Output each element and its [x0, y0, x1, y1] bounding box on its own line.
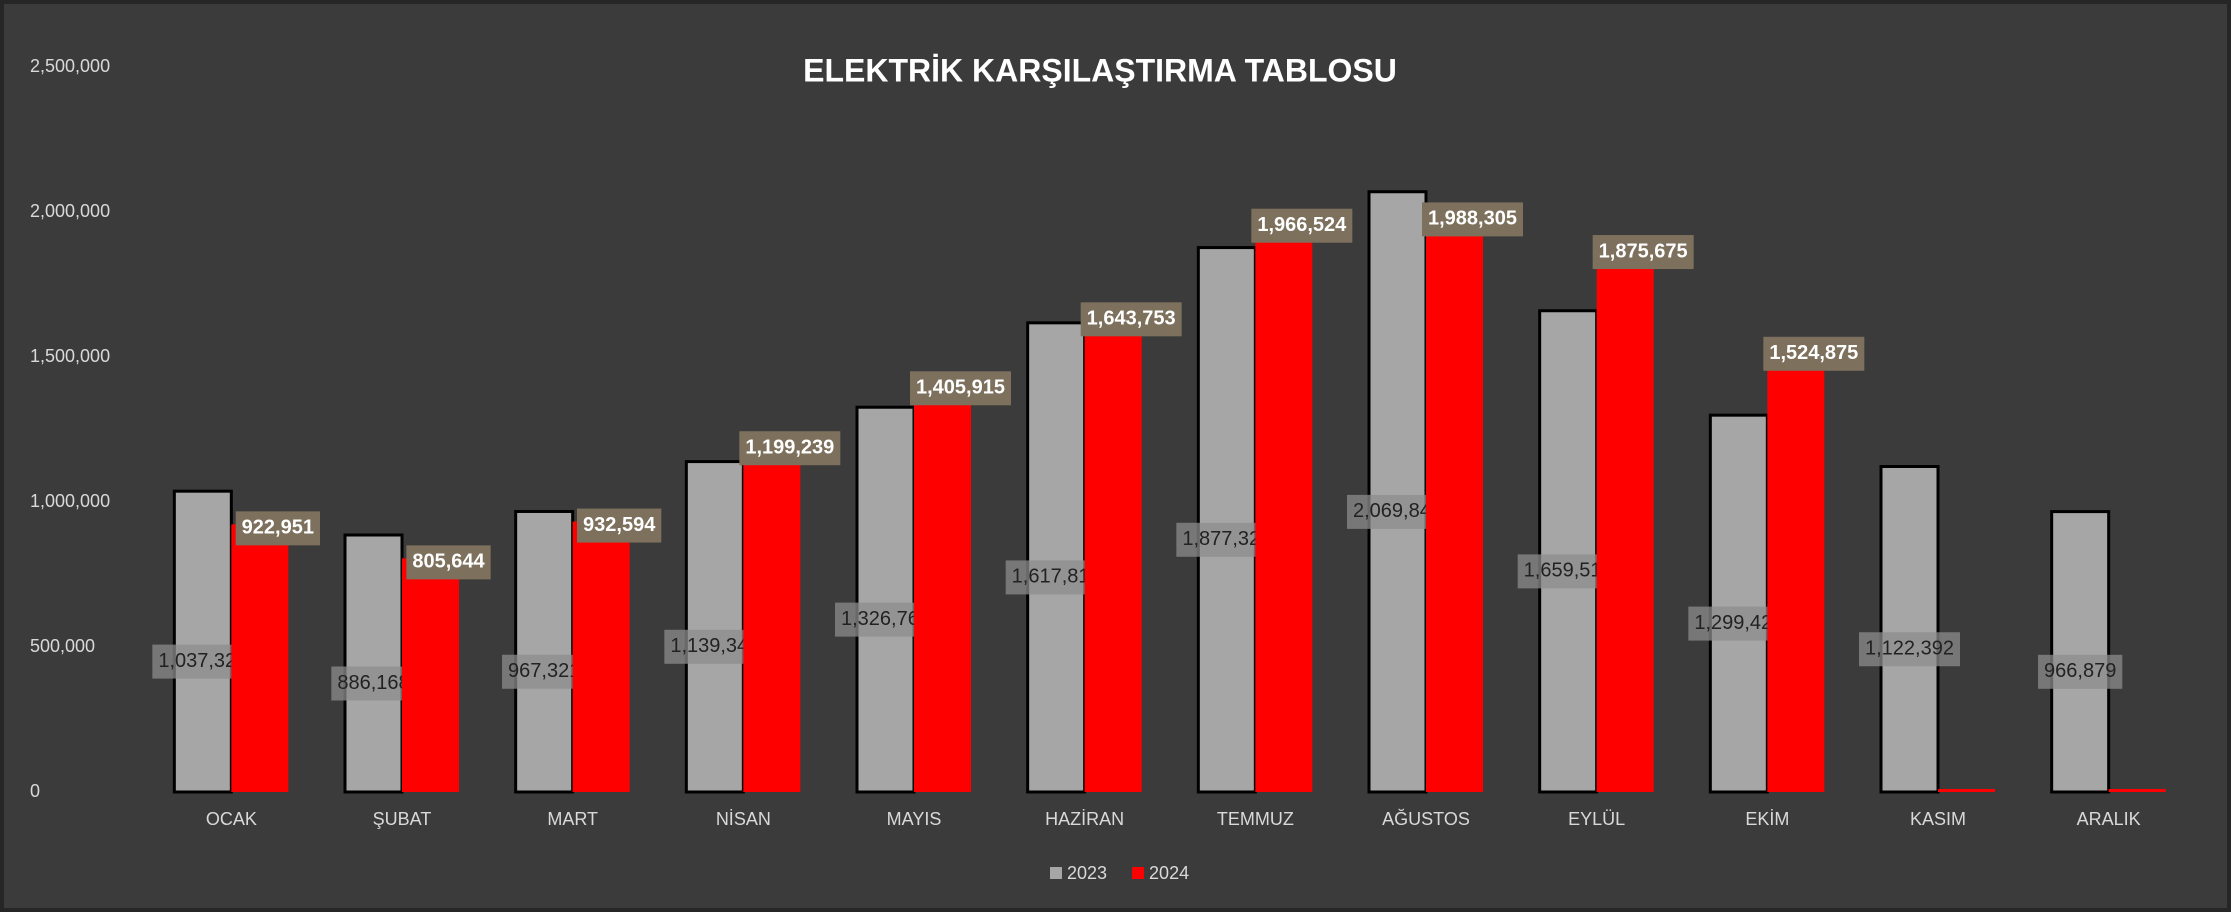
- data-label-box: [1251, 208, 1353, 243]
- data-label: 1,037,328: [158, 650, 247, 672]
- bar: [2108, 789, 2166, 792]
- data-label: 1,617,812: [1012, 566, 1101, 588]
- bar: [402, 558, 459, 792]
- data-label: 1,966,524: [1257, 214, 1347, 236]
- data-label-box: [406, 545, 491, 580]
- y-tick-label: 2,000,000: [30, 201, 110, 221]
- data-label: 1,877,329: [1182, 528, 1271, 550]
- x-tick-label: KASIM: [1910, 809, 1966, 829]
- bar: [743, 444, 801, 792]
- y-tick-label: 500,000: [30, 636, 95, 656]
- data-label: 932,594: [583, 514, 656, 536]
- data-label-box: [502, 654, 587, 689]
- chart-title: ELEKTRİK KARŞILAŞTIRMA TABLOSU: [803, 52, 1397, 88]
- data-label-box: [1859, 632, 1960, 667]
- bar: [684, 460, 745, 794]
- bar: [231, 524, 289, 792]
- bar: [2050, 510, 2111, 794]
- legend-swatch: [1132, 867, 1145, 879]
- data-label: 1,875,675: [1599, 240, 1688, 262]
- bar: [914, 384, 971, 792]
- bar: [1538, 309, 1599, 794]
- data-label: 966,879: [2044, 660, 2116, 682]
- data-label: 1,199,239: [745, 437, 834, 459]
- data-label: 1,405,915: [916, 377, 1005, 399]
- y-tick-label: 1,000,000: [30, 491, 110, 511]
- data-label: 1,988,305: [1428, 208, 1517, 230]
- bar: [1367, 190, 1428, 794]
- data-label-box: [331, 666, 416, 701]
- legend-label: 2023: [1067, 863, 1107, 883]
- data-label: 1,326,768: [841, 608, 930, 630]
- data-label-box: [739, 431, 841, 466]
- data-label-box: [2038, 654, 2123, 689]
- x-tick-label: MAYIS: [887, 809, 942, 829]
- bar: [1196, 246, 1257, 794]
- data-label: 1,659,518: [1524, 560, 1613, 582]
- data-label: 1,524,875: [1769, 342, 1858, 364]
- data-label: 886,168: [337, 672, 409, 694]
- y-tick-label: 2,500,000: [30, 56, 110, 76]
- x-tick-label: TEMMUZ: [1217, 809, 1294, 829]
- bar: [1879, 465, 1940, 794]
- x-tick-label: EKİM: [1745, 809, 1789, 829]
- x-tick-label: ARALIK: [2077, 809, 2141, 829]
- bar: [1708, 413, 1769, 794]
- bar: [1255, 221, 1313, 793]
- bar: [1426, 215, 1483, 793]
- data-label-box: [235, 511, 320, 546]
- data-label: 1,643,753: [1087, 308, 1176, 330]
- x-tick-label: ŞUBAT: [373, 809, 432, 829]
- bar: [172, 489, 233, 794]
- x-tick-label: AĞUSTOS: [1382, 808, 1470, 829]
- bar: [1938, 789, 1995, 792]
- x-tick-label: NİSAN: [716, 809, 771, 829]
- data-label-box: [1080, 302, 1182, 337]
- data-label: 805,644: [412, 551, 485, 573]
- data-label: 2,069,848: [1353, 500, 1442, 522]
- bar: [514, 509, 575, 794]
- bar: [1767, 349, 1825, 792]
- x-tick-label: EYLÜL: [1568, 809, 1625, 829]
- bar: [343, 533, 404, 794]
- bar: [1596, 248, 1654, 792]
- data-label-box: [1763, 336, 1865, 371]
- data-label: 967,321: [508, 660, 580, 682]
- data-label: 1,299,422: [1694, 612, 1783, 634]
- bar: [572, 521, 630, 792]
- legend-label: 2024: [1149, 863, 1189, 883]
- data-label-box: [1592, 235, 1694, 270]
- data-label-box: [577, 508, 662, 543]
- bar: [855, 405, 916, 794]
- data-label-box: [910, 371, 1011, 406]
- y-tick-label: 1,500,000: [30, 346, 110, 366]
- bar: [1026, 321, 1087, 794]
- x-tick-label: OCAK: [206, 809, 257, 829]
- y-tick-label: 0: [30, 781, 40, 801]
- x-tick-label: HAZİRAN: [1045, 809, 1124, 829]
- bar: [1084, 315, 1142, 792]
- data-label: 922,951: [242, 517, 314, 539]
- legend-swatch: [1050, 867, 1062, 879]
- data-label: 1,122,392: [1865, 638, 1954, 660]
- data-label-box: [1422, 202, 1523, 237]
- x-tick-label: MART: [547, 809, 598, 829]
- data-label: 1,139,349: [670, 635, 759, 657]
